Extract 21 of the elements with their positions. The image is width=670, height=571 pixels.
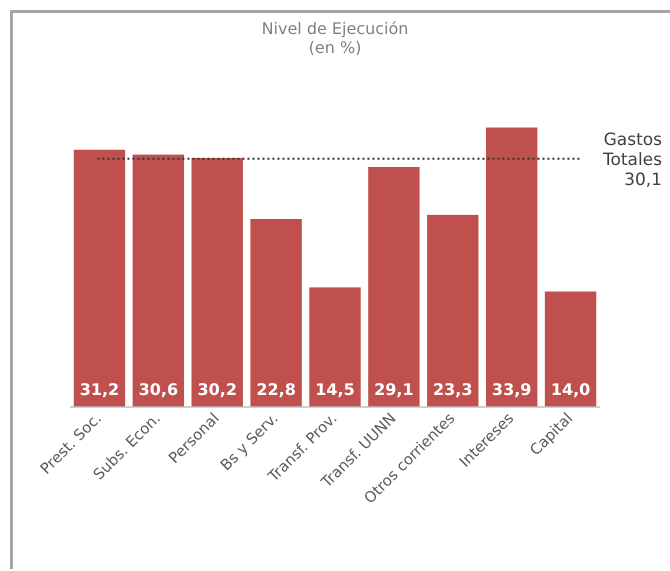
bar bbox=[486, 127, 538, 407]
data-label: 22,8 bbox=[256, 380, 296, 400]
bar bbox=[368, 167, 420, 407]
data-label: 14,5 bbox=[315, 380, 355, 400]
chart-title: Nivel de Ejecución bbox=[262, 18, 408, 38]
bar bbox=[74, 150, 126, 407]
bar bbox=[192, 158, 243, 407]
bar bbox=[132, 154, 184, 407]
data-label: 29,1 bbox=[374, 380, 414, 400]
data-label: 14,0 bbox=[550, 380, 590, 400]
chart-subtitle: (en %) bbox=[308, 38, 362, 57]
bar bbox=[544, 292, 596, 407]
bar bbox=[427, 214, 478, 407]
bar bbox=[250, 218, 302, 407]
bar bbox=[309, 287, 361, 407]
ref-line-label: Gastos Totales 30,1 bbox=[602, 130, 662, 190]
data-label: 30,6 bbox=[138, 380, 178, 400]
data-label: 33,9 bbox=[492, 380, 532, 400]
data-label: 23,3 bbox=[433, 380, 473, 400]
data-label: 30,2 bbox=[197, 380, 237, 400]
data-label: 31,2 bbox=[80, 380, 120, 400]
